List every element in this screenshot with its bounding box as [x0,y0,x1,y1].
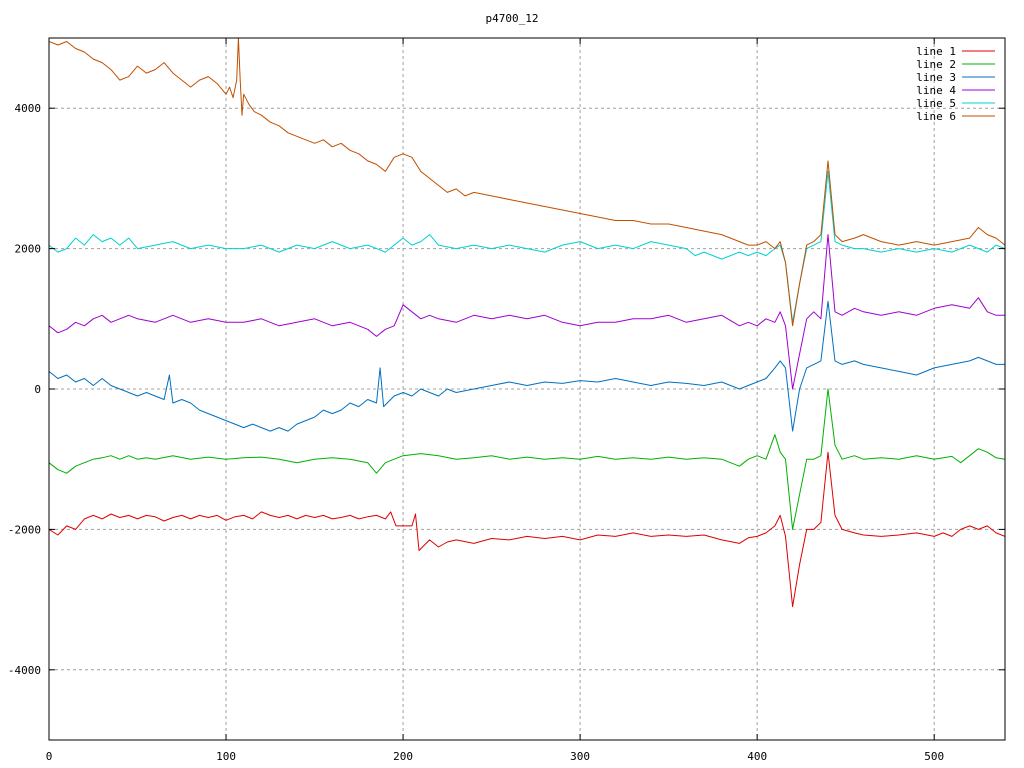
x-tick-label: 100 [216,750,236,763]
y-tick-label: 4000 [15,102,42,115]
series-line-4 [49,234,1005,390]
x-tick-label: 300 [570,750,590,763]
y-tick-label: -2000 [8,523,41,536]
legend-label: line 1 [916,45,956,58]
legend-label: line 3 [916,71,956,84]
legend-label: line 2 [916,58,956,71]
grid-lines [49,38,1005,740]
axis-ticks: 0 100 200 300 400 500 -4000 -2000 0 2000 4000 [8,38,1005,763]
legend-label: line 6 [916,110,956,123]
y-tick-label: 0 [34,383,41,396]
series-line-3 [49,300,1005,432]
chart-title: p4700_12 [486,12,539,25]
x-tick-label: 0 [46,750,53,763]
legend-label: line 4 [916,84,956,97]
series-line-5 [49,170,1005,323]
x-tick-label: 200 [393,750,413,763]
y-tick-label: 2000 [15,243,42,256]
y-tick-label: -4000 [8,664,41,677]
x-tick-label: 400 [747,750,767,763]
series-line-2 [49,388,1005,530]
x-tick-label: 500 [924,750,944,763]
series-lines [49,38,1005,608]
series-line-1 [49,451,1005,608]
series-line-6 [49,38,1005,327]
legend-label: line 5 [916,97,956,110]
